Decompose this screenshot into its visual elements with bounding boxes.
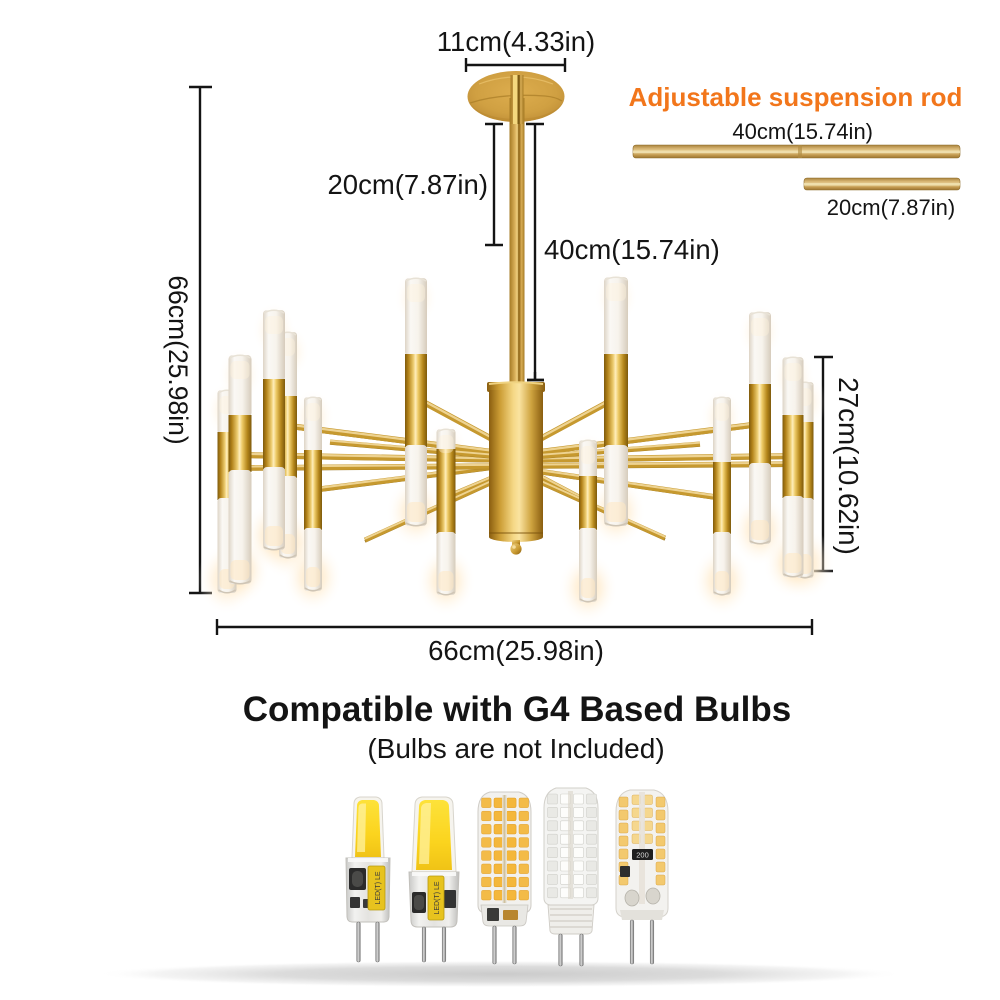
svg-text:(Bulbs are not Included): (Bulbs are not Included) [367, 733, 664, 764]
svg-text:40cm(15.74in): 40cm(15.74in) [544, 234, 720, 265]
svg-text:LED(T) LE: LED(T) LE [434, 881, 441, 914]
svg-text:66cm(25.98in): 66cm(25.98in) [428, 635, 604, 666]
svg-text:Compatible with G4 Based Bulbs: Compatible with G4 Based Bulbs [243, 690, 791, 729]
svg-text:40cm(15.74in): 40cm(15.74in) [732, 119, 873, 144]
svg-text:Adjustable suspension rod: Adjustable suspension rod [629, 82, 963, 112]
svg-text:200: 200 [636, 851, 649, 860]
svg-text:66cm(25.98in): 66cm(25.98in) [163, 275, 193, 444]
svg-text:27cm(10.62in): 27cm(10.62in) [833, 377, 864, 555]
svg-text:20cm(7.87in): 20cm(7.87in) [827, 195, 955, 220]
svg-text:LED(T) LE: LED(T) LE [375, 871, 382, 904]
svg-text:20cm(7.87in): 20cm(7.87in) [328, 169, 489, 200]
svg-text:11cm(4.33in): 11cm(4.33in) [437, 26, 595, 57]
